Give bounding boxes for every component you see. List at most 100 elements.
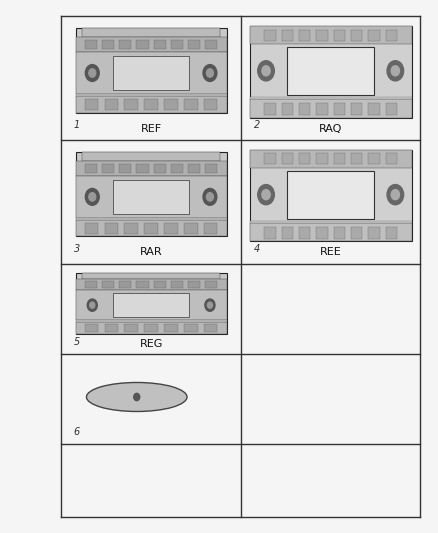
Bar — [184, 99, 198, 110]
Circle shape — [203, 64, 217, 82]
Bar — [137, 164, 148, 173]
Bar — [188, 164, 200, 173]
Bar — [85, 164, 97, 173]
Bar — [76, 176, 226, 218]
Bar — [164, 324, 178, 332]
Bar — [265, 103, 276, 115]
Ellipse shape — [86, 383, 187, 411]
Bar — [250, 99, 411, 118]
Bar — [145, 99, 158, 110]
Bar — [368, 227, 380, 239]
Bar — [76, 322, 226, 334]
Bar — [76, 279, 226, 290]
Circle shape — [90, 302, 95, 308]
Bar — [119, 281, 131, 288]
Circle shape — [258, 61, 274, 81]
Text: RAQ: RAQ — [319, 124, 343, 134]
Bar — [85, 223, 98, 234]
Bar — [105, 223, 118, 234]
Bar — [105, 324, 118, 332]
Bar — [82, 28, 220, 37]
Bar — [119, 40, 131, 49]
Bar — [299, 154, 311, 164]
Bar — [76, 290, 226, 320]
Circle shape — [387, 184, 404, 205]
Text: 2: 2 — [254, 120, 260, 130]
Bar — [334, 154, 345, 164]
Bar — [137, 281, 148, 288]
Bar — [145, 324, 158, 332]
Circle shape — [206, 69, 213, 77]
Bar — [76, 152, 226, 237]
Bar — [351, 154, 362, 164]
Bar — [316, 103, 328, 115]
Bar — [334, 29, 345, 41]
Circle shape — [208, 302, 212, 308]
Bar — [154, 40, 166, 49]
Circle shape — [203, 189, 217, 205]
Bar — [102, 164, 114, 173]
Bar — [76, 220, 226, 237]
Bar — [250, 26, 411, 118]
Circle shape — [391, 66, 399, 76]
Circle shape — [262, 66, 270, 76]
Circle shape — [89, 192, 96, 201]
Circle shape — [206, 192, 213, 201]
Bar — [184, 223, 198, 234]
Circle shape — [85, 64, 99, 82]
Bar — [368, 29, 380, 41]
Bar — [351, 103, 362, 115]
Bar — [334, 103, 345, 115]
Bar — [137, 40, 148, 49]
Bar — [154, 164, 166, 173]
Text: 3: 3 — [74, 244, 80, 254]
Bar — [204, 223, 218, 234]
Bar — [113, 293, 189, 318]
Bar — [205, 164, 218, 173]
Bar — [124, 324, 138, 332]
Bar — [205, 281, 218, 288]
Bar — [250, 223, 411, 241]
Bar — [113, 56, 189, 90]
Bar — [351, 227, 362, 239]
Circle shape — [205, 299, 215, 311]
Bar — [188, 40, 200, 49]
Bar — [282, 227, 293, 239]
Bar — [287, 171, 374, 219]
Bar — [287, 47, 374, 95]
Bar — [351, 29, 362, 41]
Bar — [76, 273, 226, 334]
Circle shape — [89, 69, 96, 77]
Bar — [250, 150, 411, 241]
Bar — [385, 29, 397, 41]
Circle shape — [391, 190, 399, 200]
Bar — [385, 154, 397, 164]
Bar — [250, 98, 411, 99]
Text: RAR: RAR — [140, 247, 162, 257]
Bar — [119, 164, 131, 173]
Text: REF: REF — [141, 124, 162, 134]
Bar — [204, 324, 218, 332]
Bar — [102, 40, 114, 49]
Bar — [250, 150, 411, 168]
Bar — [82, 273, 220, 279]
Bar — [76, 28, 226, 112]
Bar — [265, 227, 276, 239]
Bar — [76, 218, 226, 220]
Text: REE: REE — [320, 247, 342, 257]
Bar — [76, 160, 226, 176]
Bar — [204, 99, 218, 110]
Bar — [124, 99, 138, 110]
Bar — [164, 99, 178, 110]
Bar — [334, 227, 345, 239]
Bar — [82, 152, 220, 160]
Bar — [316, 154, 328, 164]
Bar — [154, 281, 166, 288]
Bar — [85, 281, 97, 288]
Bar — [368, 103, 380, 115]
Bar — [85, 40, 97, 49]
Bar — [385, 227, 397, 239]
Bar — [282, 103, 293, 115]
Circle shape — [387, 61, 404, 81]
Circle shape — [262, 190, 270, 200]
